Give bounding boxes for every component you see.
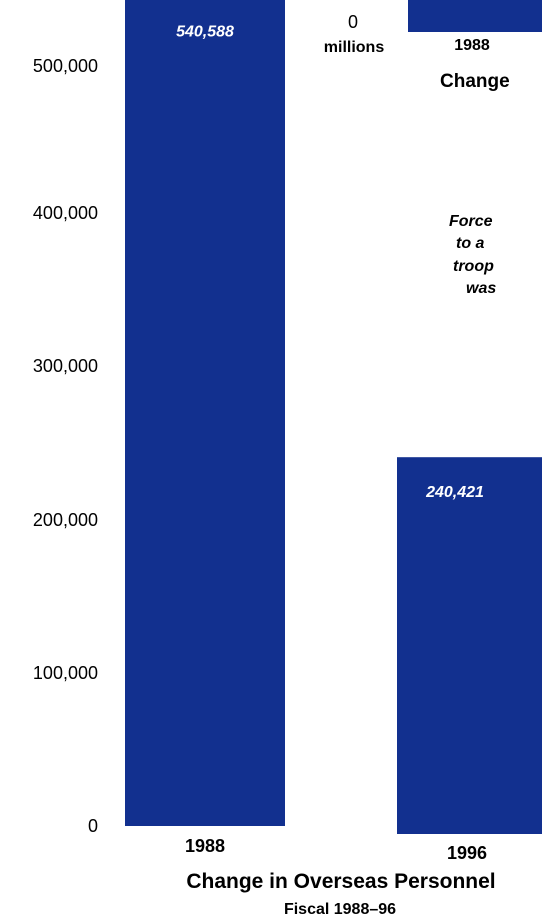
y-tick-label: 400,000 [33, 203, 98, 223]
y-axis: 0 100,000 200,000 300,000 400,000 500,00… [33, 56, 98, 836]
y-tick-label: 0 [88, 816, 98, 836]
value-labels: 540,588 240,421 [176, 24, 484, 501]
category-label-1988: 1988 [185, 836, 225, 856]
bars [125, 0, 542, 834]
adjacent-note-line: troop [453, 258, 494, 275]
chart-subtitle: Fiscal 1988–96 [284, 901, 396, 918]
adjacent-y-tick-label: 0 [348, 12, 358, 32]
adjacent-note-line: to a [456, 235, 485, 252]
x-axis: 1988 1996 [185, 836, 487, 863]
adjacent-chart: 0 millions 1988 Change Force to a troop … [324, 0, 542, 297]
adjacent-note-line: Force [449, 213, 493, 230]
y-tick-label: 100,000 [33, 663, 98, 683]
y-tick-label: 500,000 [33, 56, 98, 76]
adjacent-category-label: 1988 [454, 37, 490, 54]
category-label-1996: 1996 [447, 843, 487, 863]
bar-1988 [125, 0, 285, 826]
adjacent-bar-1988 [408, 0, 542, 32]
adjacent-unit-label: millions [324, 39, 385, 56]
value-label-1988: 540,588 [176, 24, 234, 41]
y-tick-label: 300,000 [33, 356, 98, 376]
adjacent-note-line: was [466, 280, 496, 297]
value-label-1996: 240,421 [425, 484, 484, 501]
chart-title: Change in Overseas Personnel [186, 870, 495, 893]
y-tick-label: 200,000 [33, 510, 98, 530]
bar-1996 [397, 457, 542, 834]
adjacent-title-fragment: Change [440, 71, 510, 92]
